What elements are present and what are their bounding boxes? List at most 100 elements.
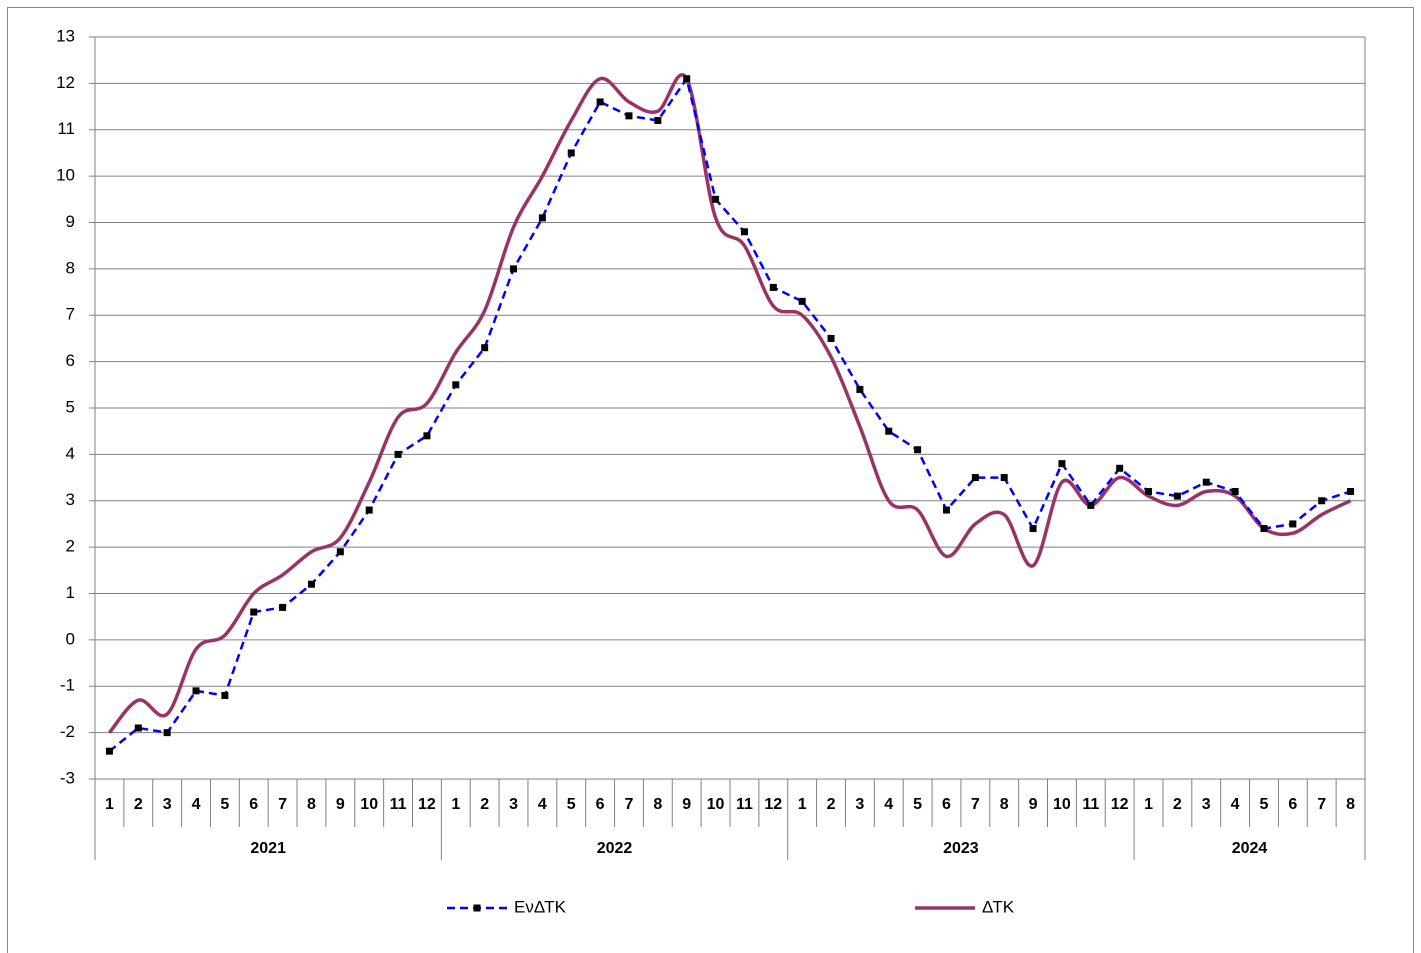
x-tick-label: 4 — [192, 796, 201, 813]
year-label: 2022 — [597, 840, 633, 857]
marker — [1231, 487, 1239, 495]
marker — [1029, 525, 1037, 533]
y-tick-label: 10 — [56, 166, 75, 185]
x-tick-label: 8 — [653, 796, 662, 813]
x-tick-label: 8 — [1000, 796, 1009, 813]
marker — [740, 228, 748, 236]
series-line — [108, 75, 1351, 753]
marker — [914, 446, 922, 454]
x-tick-label: 9 — [336, 796, 345, 813]
marker — [856, 385, 864, 393]
marker — [1202, 478, 1210, 486]
marker — [683, 75, 691, 83]
x-tick-label: 5 — [567, 796, 576, 813]
y-tick-label: 11 — [57, 119, 75, 138]
marker — [279, 603, 287, 611]
x-tick-label: 10 — [707, 796, 725, 813]
x-tick-label: 12 — [764, 796, 782, 813]
x-tick-label: 5 — [913, 796, 922, 813]
x-tick-label: 6 — [249, 796, 258, 813]
marker — [971, 474, 979, 482]
marker — [1289, 520, 1297, 528]
y-tick-label: 5 — [66, 397, 75, 416]
marker — [510, 265, 518, 273]
legend-marker — [473, 904, 481, 912]
y-tick-label: 4 — [66, 444, 75, 463]
marker — [769, 283, 777, 291]
marker — [423, 432, 431, 440]
x-tick-label: 5 — [1260, 796, 1269, 813]
marker — [1000, 474, 1008, 482]
x-tick-label: 12 — [1111, 796, 1129, 813]
y-tick-label: 7 — [66, 305, 75, 324]
x-tick-label: 1 — [1144, 796, 1153, 813]
year-label: 2024 — [1232, 840, 1268, 857]
marker — [221, 692, 229, 700]
x-tick-label: 7 — [625, 796, 634, 813]
x-tick-label: 6 — [596, 796, 605, 813]
marker — [885, 427, 893, 435]
marker — [1058, 460, 1066, 468]
y-tick-label: 6 — [66, 351, 75, 370]
x-tick-label: 4 — [1231, 796, 1240, 813]
marker — [1116, 464, 1124, 472]
legend-label: EνΔΤΚ — [514, 897, 567, 916]
x-tick-label: 11 — [390, 796, 407, 813]
marker — [365, 506, 373, 514]
x-tick-label: 7 — [971, 796, 980, 813]
x-tick-label: 3 — [163, 796, 172, 813]
x-tick-label: 1 — [798, 796, 807, 813]
x-tick-label: 6 — [942, 796, 951, 813]
x-tick-label: 2 — [480, 796, 489, 813]
y-tick-label: 12 — [56, 73, 75, 92]
marker — [798, 297, 806, 305]
x-tick-label: 6 — [1288, 796, 1297, 813]
x-tick-label: 1 — [451, 796, 460, 813]
marker — [1145, 487, 1153, 495]
y-tick-label: 2 — [66, 537, 75, 556]
marker — [105, 747, 113, 755]
x-tick-label: 12 — [418, 796, 436, 813]
marker — [596, 98, 604, 106]
x-tick-label: 7 — [1317, 796, 1326, 813]
marker — [654, 116, 662, 124]
y-tick-label: -3 — [60, 768, 75, 787]
legend-label: ΔΤΚ — [982, 897, 1015, 916]
x-tick-label: 3 — [509, 796, 518, 813]
x-tick-label: 11 — [1082, 796, 1099, 813]
y-tick-label: 13 — [56, 26, 75, 45]
series-line — [108, 73, 1352, 734]
marker — [250, 608, 258, 616]
marker — [538, 214, 546, 222]
marker — [1318, 497, 1326, 505]
x-tick-label: 8 — [1346, 796, 1355, 813]
marker — [1173, 492, 1181, 500]
x-tick-label: 9 — [1029, 796, 1038, 813]
x-tick-label: 2 — [134, 796, 143, 813]
x-tick-label: 7 — [278, 796, 287, 813]
y-tick-label: 1 — [66, 583, 75, 602]
x-tick-label: 1 — [105, 796, 114, 813]
x-tick-label: 8 — [307, 796, 316, 813]
marker — [827, 334, 835, 342]
chart-frame — [7, 7, 1414, 953]
marker — [712, 195, 720, 203]
marker — [942, 506, 950, 514]
marker — [481, 344, 489, 352]
marker — [1087, 501, 1095, 509]
x-tick-label: 5 — [220, 796, 229, 813]
year-label: 2021 — [250, 840, 286, 857]
marker — [163, 729, 171, 737]
marker — [1347, 487, 1355, 495]
marker — [567, 149, 575, 157]
marker — [1260, 525, 1268, 533]
y-tick-label: -2 — [60, 722, 75, 741]
year-label: 2023 — [943, 840, 979, 857]
y-tick-label: -1 — [60, 676, 75, 695]
marker — [134, 724, 142, 732]
y-tick-label: 0 — [66, 629, 75, 648]
x-tick-label: 3 — [855, 796, 864, 813]
y-tick-label: 9 — [66, 212, 75, 231]
x-tick-label: 10 — [360, 796, 378, 813]
